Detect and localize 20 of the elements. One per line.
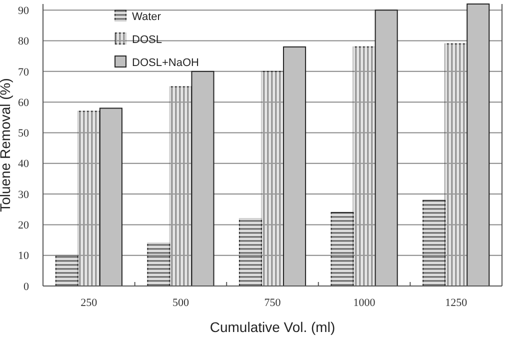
x-tick-label: 750 bbox=[264, 297, 282, 309]
x-axis-title: Cumulative Vol. (ml) bbox=[210, 319, 336, 335]
legend-label: Water bbox=[132, 11, 162, 23]
x-tick-label: 250 bbox=[80, 297, 98, 309]
y-tick-label: 10 bbox=[18, 250, 30, 262]
y-tick-label: 90 bbox=[18, 4, 30, 17]
y-tick-label: 50 bbox=[18, 128, 30, 140]
legend-label: DOSL+NaOH bbox=[132, 57, 199, 69]
y-tick-label: 30 bbox=[18, 188, 30, 201]
y-axis-title: Toluene Removal (%) bbox=[0, 78, 13, 212]
y-tick-label: 40 bbox=[18, 158, 30, 170]
y-tick-label: 80 bbox=[18, 36, 30, 48]
legend-label: DOSL bbox=[132, 34, 162, 46]
y-tick-label: 60 bbox=[18, 96, 30, 109]
y-tick-label: 70 bbox=[18, 66, 30, 78]
y-tick-label: 20 bbox=[18, 220, 30, 232]
x-tick-label: 500 bbox=[172, 297, 190, 309]
x-tick-label: 1000 bbox=[353, 297, 376, 309]
x-tick-label: 1250 bbox=[445, 297, 468, 309]
y-tick-label: 0 bbox=[24, 280, 30, 293]
